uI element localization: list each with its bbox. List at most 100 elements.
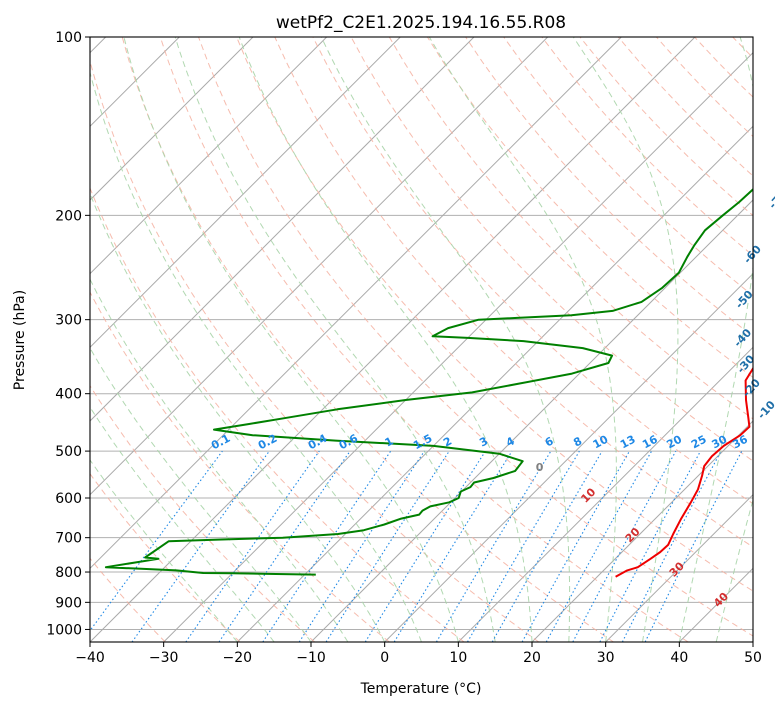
mixing-ratio-label: 25	[689, 433, 709, 452]
isotherm-line	[90, 37, 622, 570]
dry-adiabat-line	[771, 37, 775, 642]
moist-adiabat-label: -20	[740, 376, 763, 400]
isotherm-line	[90, 37, 475, 422]
mixing-ratio-label: 20	[664, 433, 684, 452]
isotherm-line	[236, 125, 753, 642]
mixing-ratio-label: 1.5	[411, 432, 434, 453]
dry-adiabat-line	[90, 291, 390, 642]
y-tick-label: 700	[55, 531, 82, 547]
moist-adiabat-line	[123, 37, 459, 642]
dry-adiabat-line	[90, 472, 241, 642]
x-axis-label: Temperature (°C)	[360, 681, 482, 697]
x-tick-label: 50	[744, 650, 762, 666]
moist-adiabat-line	[90, 347, 312, 642]
mixing-ratio-line	[131, 450, 270, 642]
dry-adiabat-line	[426, 37, 753, 378]
mixing-ratio-label: 36	[730, 433, 750, 452]
dry-adiabat-line	[656, 37, 753, 138]
isotherm-line	[163, 51, 753, 642]
mixing-ratio-line	[298, 450, 425, 642]
y-tick-label: 200	[55, 208, 82, 224]
mixing-ratio-line	[572, 450, 677, 642]
moist-adiabat-line	[572, 37, 679, 642]
freezing-label: 0	[536, 461, 544, 474]
x-tick-label: −40	[75, 650, 105, 666]
y-axis: 100 200 300 400 500 600 700 800 900 1000	[46, 30, 90, 638]
moist-adiabat-label: -10	[755, 398, 775, 422]
mixing-ratio-line	[621, 450, 722, 642]
dry-adiabat-label: 10	[578, 485, 598, 505]
moist-adiabat-line	[90, 192, 386, 642]
dry-adiabat-line	[236, 37, 753, 592]
x-tick-label: 10	[449, 650, 467, 666]
data-series	[104, 187, 753, 578]
moist-adiabat-line	[320, 37, 571, 642]
moist-adiabat-label: -40	[731, 326, 754, 350]
dry-adiabat-line	[274, 37, 753, 548]
isotherm-line	[457, 346, 753, 642]
mixing-ratio-line	[90, 450, 223, 632]
plot-frame	[89, 36, 754, 643]
chart-title: wetPf2_C2E1.2025.194.16.55.R08	[276, 13, 566, 33]
background-lines	[90, 37, 775, 642]
mixing-ratio-line	[218, 450, 351, 642]
dry-adiabat-line	[121, 37, 614, 642]
moist-adiabat-line	[90, 406, 275, 642]
isotherm-line	[90, 37, 696, 642]
mixing-ratio-line	[545, 450, 653, 642]
mixing-ratio-line	[521, 450, 630, 642]
mixing-ratio-line	[185, 450, 320, 642]
moist-adiabat-label: -70	[766, 188, 775, 212]
y-tick-label: 1000	[46, 622, 82, 638]
y-tick-label: 600	[55, 491, 82, 507]
isotherm-line	[384, 272, 753, 642]
y-tick-label: 800	[55, 565, 82, 581]
mixing-ratio-line	[393, 450, 513, 642]
mixing-ratio-line	[325, 450, 450, 642]
y-tick-label: 900	[55, 595, 82, 611]
isotherm-line	[90, 37, 328, 275]
isotherm-line	[678, 567, 753, 642]
x-tick-label: −20	[223, 650, 253, 666]
y-axis-label: Pressure (hPa)	[12, 290, 28, 390]
moist-adiabat-line	[428, 37, 617, 642]
moist-adiabat-line	[678, 37, 753, 642]
mixing-ratio-line	[599, 450, 701, 642]
isotherm-line	[90, 37, 254, 201]
dry-adiabat-line	[388, 37, 753, 420]
dry-adiabat-line	[90, 59, 540, 642]
y-tick-label: 500	[55, 444, 82, 460]
x-axis: −40 −30 −20 −10 0 10 20 30 40 50	[75, 642, 762, 666]
mixing-ratio-label: 8	[571, 434, 584, 449]
y-tick-label: 100	[55, 30, 82, 46]
mixing-ratio-label: 30	[710, 433, 730, 452]
temperature-profile	[615, 366, 753, 578]
dry-adiabat-line	[198, 37, 753, 637]
mixing-ratio-line	[644, 450, 743, 642]
mixing-ratio-label: 0.4	[306, 432, 330, 453]
mixing-ratio-line	[435, 450, 552, 642]
mixing-ratio-label: 3	[477, 434, 490, 449]
dewpoint-profile	[104, 187, 753, 576]
dry-adiabat-line	[90, 186, 465, 642]
mixing-ratio-label: 16	[640, 433, 660, 452]
mixing-ratio-line	[364, 450, 486, 642]
y-tick-label: 400	[55, 387, 82, 403]
moist-adiabat-line	[238, 37, 533, 642]
isotherm-line	[310, 199, 753, 642]
isotherm-line	[752, 641, 753, 642]
moist-adiabat-line	[90, 278, 349, 642]
mixing-ratio-label: 10	[591, 433, 611, 452]
isotherm-line	[531, 420, 753, 642]
isotherm-line	[90, 37, 549, 496]
moist-adiabat-line	[174, 37, 496, 642]
moist-adiabat-line	[90, 70, 422, 642]
x-tick-label: −10	[296, 650, 326, 666]
dry-adiabat-line	[503, 37, 753, 297]
x-tick-label: 40	[670, 650, 688, 666]
mixing-ratio-label: 1	[383, 434, 396, 449]
mixing-ratio-line	[262, 450, 392, 642]
isotherm-line	[90, 37, 401, 349]
moist-adiabat-line	[90, 459, 238, 642]
